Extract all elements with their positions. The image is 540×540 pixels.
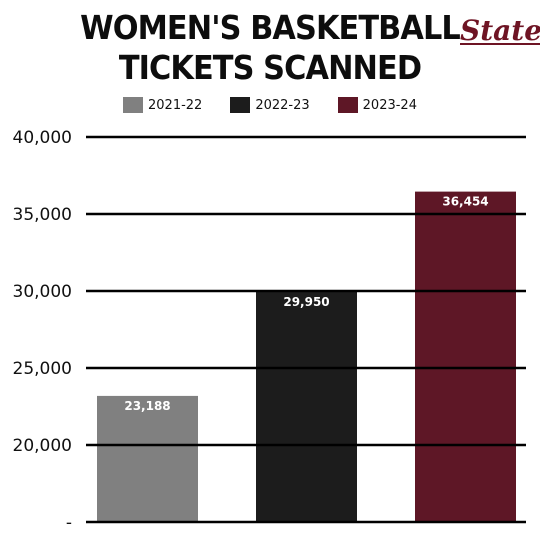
chart-title-line-1: WOMEN'S BASKETBALL xyxy=(80,8,461,47)
state-logo: State® xyxy=(460,14,540,47)
y-tick-label: 20,000 xyxy=(13,436,72,456)
chart-legend: 2021-22 2022-23 2023-24 xyxy=(0,97,540,113)
bar-2023-24 xyxy=(415,191,516,522)
y-tick-label: 25,000 xyxy=(13,359,72,379)
legend-swatch xyxy=(123,97,143,113)
y-tick-label: 35,000 xyxy=(13,205,72,225)
data-label: 29,950 xyxy=(283,295,329,309)
legend-label: 2022-23 xyxy=(255,97,310,113)
legend-label: 2021-22 xyxy=(148,97,203,113)
bar-2021-22 xyxy=(97,395,198,522)
chart-title: WOMEN'S BASKETBALL TICKETS SCANNED xyxy=(0,8,540,88)
legend-swatch xyxy=(337,97,358,113)
legend-swatch xyxy=(230,97,251,113)
chart-title-line-2: TICKETS SCANNED xyxy=(118,48,422,87)
y-tick-label: 40,000 xyxy=(13,128,72,148)
data-label: 36,454 xyxy=(442,195,488,209)
legend-item-2023-24: 2023-24 xyxy=(337,97,417,113)
legend-item-2022-23: 2022-23 xyxy=(230,97,310,113)
bar-2022-23 xyxy=(256,291,357,522)
legend-item-2021-22: 2021-22 xyxy=(123,97,202,113)
y-tick-label: 30,000 xyxy=(13,282,72,302)
data-label: 23,188 xyxy=(124,399,170,413)
legend-label: 2023-24 xyxy=(362,97,417,113)
y-tick-label: - xyxy=(66,513,72,533)
